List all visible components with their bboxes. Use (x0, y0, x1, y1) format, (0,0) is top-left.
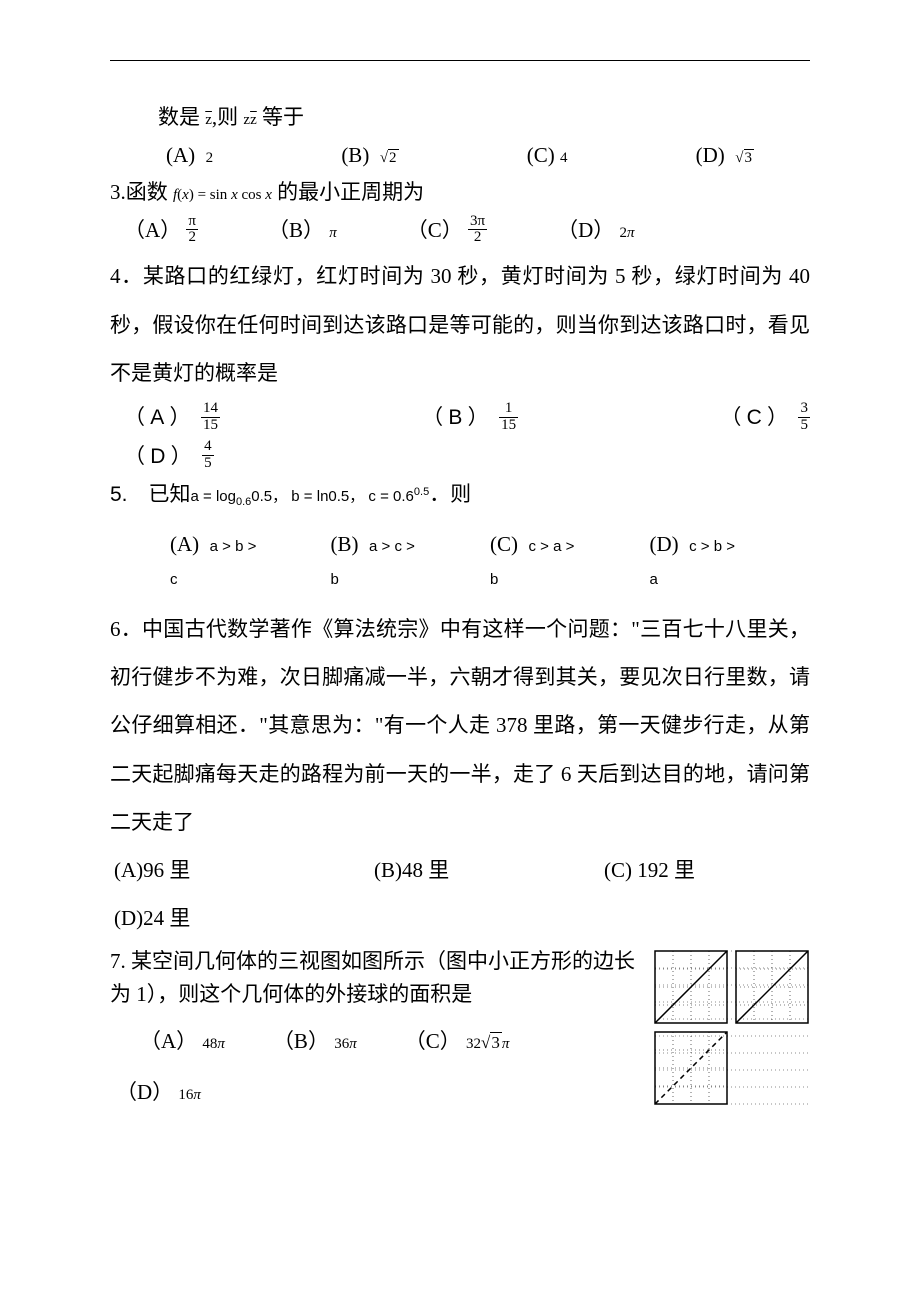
q3-options: （A） π2 （B） π （C） 3π2 （D） 2π (110, 214, 810, 248)
q5-opt-a: (A) a > b > c (170, 528, 261, 595)
q2-opt-c: (C) 4 (527, 139, 568, 173)
q6-opt-c: (C) 192 里 (604, 854, 695, 888)
q2-opt-a: (A) 2 (166, 139, 213, 173)
q3-opt-d: （D） 2π (557, 214, 634, 248)
page: 数是 z,则 zz 等于 (A) 2 (B) 2 (C) 4 (D) 3 3.函… (0, 0, 920, 1174)
q5-opt-b: (B) a > c > b (331, 528, 420, 595)
q5-opt-d: (D) c > b > a (649, 528, 740, 595)
q6-opt-b: (B)48 里 (374, 854, 534, 888)
q5-stem: 5. 已知a = log0.60.5， b = ln0.5， c = 0.60.… (110, 478, 810, 512)
q4-stem: 4．某路口的红绿灯，红灯时间为 30 秒，黄灯时间为 5 秒，绿灯时间为 40 … (110, 252, 810, 397)
q5-opt-c: (C) c > a > b (490, 528, 579, 595)
q4-opt-d: （ D ） 45 (124, 440, 774, 474)
q4-opt-b: （ B ） 115 (422, 401, 518, 435)
q2-opt-d: (D) 3 (696, 139, 754, 173)
q4-opt-c: （ C ） 35 (720, 401, 810, 435)
q6-options-row1: (A)96 里 (B)48 里 (C) 192 里 (110, 854, 810, 888)
three-view-figure (653, 949, 810, 1106)
q7-opt-b: （B） 36π (273, 1025, 357, 1059)
q7-opt-a: （A） 48π (140, 1025, 225, 1059)
q4-options: （ A ） 1415 （ B ） 115 （ C ） 35 （ D ） 45 (110, 401, 810, 474)
q3-opt-c: （C） 3π2 (407, 214, 487, 248)
q4-opt-a: （ A ） 1415 (124, 401, 220, 435)
q6-opt-d: (D)24 里 (114, 902, 774, 936)
q2-opt-b: (B) 2 (341, 139, 398, 173)
q3-stem: 3.函数 f(x) = sin x cos x 的最小正周期为 (110, 176, 810, 210)
q7: 7. 某空间几何体的三视图如图所示（图中小正方形的边长为 1），则这个几何体的外… (110, 945, 810, 1109)
q5-options: (A) a > b > c (B) a > c > b (C) c > a > … (110, 528, 810, 595)
q6-options-row2: (D)24 里 (110, 902, 810, 936)
q2-options: (A) 2 (B) 2 (C) 4 (D) 3 (110, 139, 810, 173)
q6-stem: 6．中国古代数学著作《算法统宗》中有这样一个问题："三百七十八里关，初行健步不为… (110, 605, 810, 846)
q7-opt-c: （C） 323π (405, 1025, 510, 1059)
q2-stem-tail: 数是 z,则 zz 等于 (110, 101, 810, 135)
top-rule (110, 60, 810, 61)
q3-opt-a: （A） π2 (124, 214, 198, 248)
q6-opt-a: (A)96 里 (114, 854, 304, 888)
q3-opt-b: （B） π (268, 214, 337, 248)
